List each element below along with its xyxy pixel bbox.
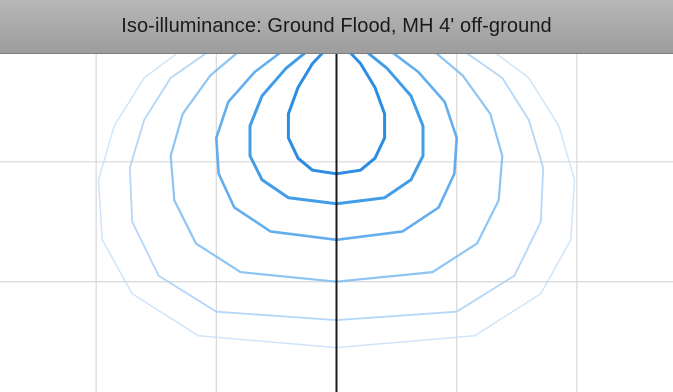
title-bar: Iso-illuminance: Ground Flood, MH 4' off…: [0, 0, 673, 54]
chart-title: Iso-illuminance: Ground Flood, MH 4' off…: [121, 15, 552, 37]
axis-layer: [331, 37, 342, 392]
